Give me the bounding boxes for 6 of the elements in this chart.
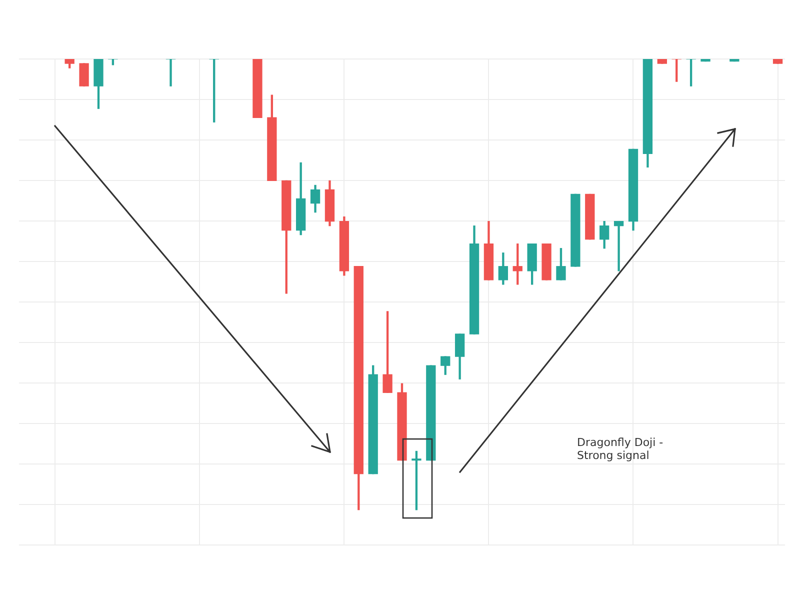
candlestick [686, 59, 696, 86]
candlestick [166, 59, 176, 86]
annotation: Dragonfly Doji - Strong signal [577, 436, 664, 462]
candlestick [209, 59, 219, 122]
candlestick [614, 220, 624, 272]
candlestick [672, 59, 682, 82]
